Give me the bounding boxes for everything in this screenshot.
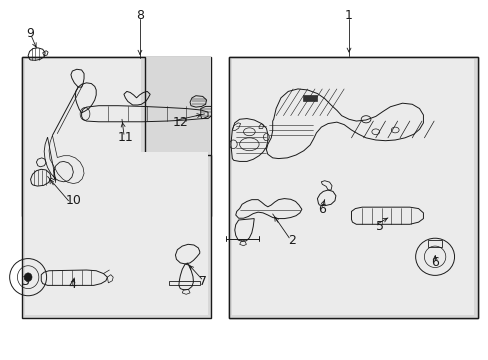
Text: 8: 8: [136, 9, 143, 22]
Text: 7: 7: [199, 275, 207, 288]
Text: 3: 3: [21, 275, 29, 288]
Ellipse shape: [24, 273, 32, 282]
Bar: [22, 57, 211, 216]
Bar: [22, 57, 211, 318]
Bar: [228, 57, 477, 318]
Text: 6: 6: [318, 203, 325, 216]
Text: 4: 4: [68, 278, 76, 291]
Text: 11: 11: [117, 131, 133, 144]
Bar: [302, 95, 317, 102]
Polygon shape: [22, 57, 211, 318]
Bar: [228, 57, 477, 318]
Text: 9: 9: [26, 27, 35, 40]
Text: 5: 5: [375, 220, 383, 233]
Text: 12: 12: [172, 116, 188, 129]
Text: 10: 10: [65, 194, 81, 207]
Bar: [231, 59, 473, 315]
Bar: [427, 240, 441, 247]
Text: 1: 1: [345, 9, 352, 22]
Text: 2: 2: [287, 234, 295, 247]
Text: 6: 6: [430, 256, 438, 269]
Polygon shape: [25, 59, 207, 315]
